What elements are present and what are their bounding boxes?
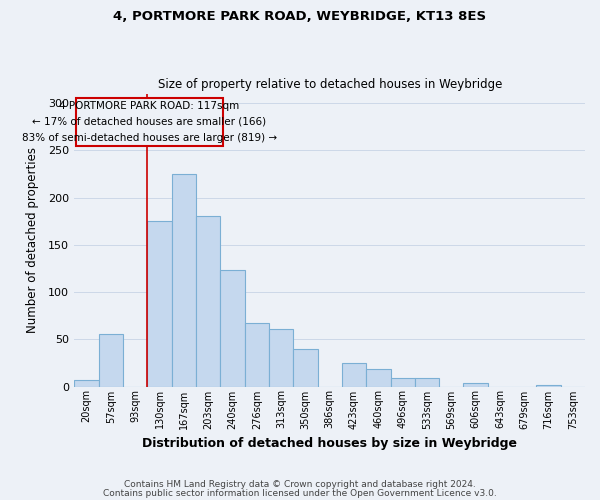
FancyBboxPatch shape <box>76 98 223 146</box>
Bar <box>391 378 415 386</box>
Text: Contains public sector information licensed under the Open Government Licence v3: Contains public sector information licen… <box>103 490 497 498</box>
X-axis label: Distribution of detached houses by size in Weybridge: Distribution of detached houses by size … <box>142 437 517 450</box>
Bar <box>220 270 245 386</box>
Bar <box>269 329 293 386</box>
Bar <box>196 216 220 386</box>
Text: Contains HM Land Registry data © Crown copyright and database right 2024.: Contains HM Land Registry data © Crown c… <box>124 480 476 489</box>
Bar <box>99 334 123 386</box>
Bar <box>536 384 560 386</box>
Bar <box>293 348 317 387</box>
Text: 4 PORTMORE PARK ROAD: 117sqm
← 17% of detached houses are smaller (166)
83% of s: 4 PORTMORE PARK ROAD: 117sqm ← 17% of de… <box>22 102 277 142</box>
Bar <box>74 380 99 386</box>
Bar <box>245 323 269 386</box>
Bar <box>148 221 172 386</box>
Bar <box>342 363 366 386</box>
Bar <box>366 368 391 386</box>
Bar <box>172 174 196 386</box>
Bar <box>463 382 488 386</box>
Y-axis label: Number of detached properties: Number of detached properties <box>26 147 40 333</box>
Bar <box>415 378 439 386</box>
Title: Size of property relative to detached houses in Weybridge: Size of property relative to detached ho… <box>158 78 502 91</box>
Text: 4, PORTMORE PARK ROAD, WEYBRIDGE, KT13 8ES: 4, PORTMORE PARK ROAD, WEYBRIDGE, KT13 8… <box>113 10 487 23</box>
